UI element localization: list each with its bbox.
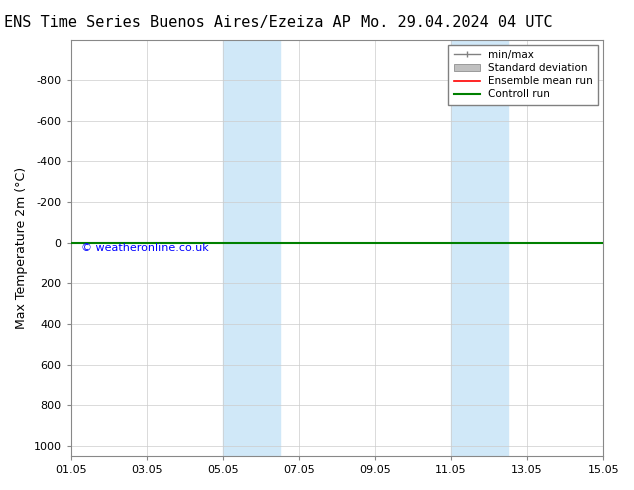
Text: © weatheronline.co.uk: © weatheronline.co.uk bbox=[81, 243, 209, 253]
Text: ENS Time Series Buenos Aires/Ezeiza AP: ENS Time Series Buenos Aires/Ezeiza AP bbox=[4, 15, 351, 30]
Bar bbox=[451, 40, 508, 456]
Bar bbox=[223, 40, 280, 456]
Y-axis label: Max Temperature 2m (°C): Max Temperature 2m (°C) bbox=[15, 167, 28, 329]
Legend: min/max, Standard deviation, Ensemble mean run, Controll run: min/max, Standard deviation, Ensemble me… bbox=[448, 45, 598, 104]
Text: Mo. 29.04.2024 04 UTC: Mo. 29.04.2024 04 UTC bbox=[361, 15, 552, 30]
